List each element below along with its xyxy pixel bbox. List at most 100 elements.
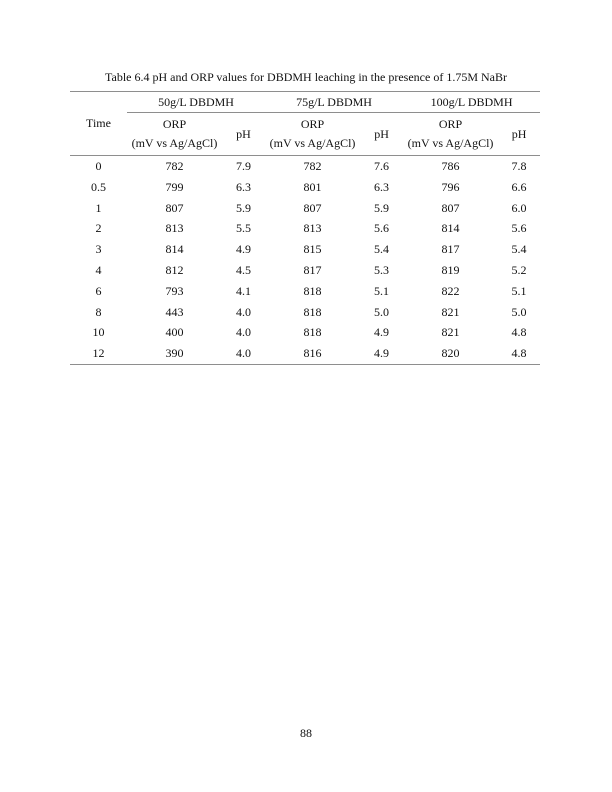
orp-100-cell: 819 — [441, 262, 460, 277]
orp-100-cell: 821 — [441, 304, 460, 319]
ph-100-cell: 6.0 — [511, 200, 527, 215]
orp-100-cell: 817 — [441, 242, 460, 257]
table-row: 4 812 4.5 817 5.3 819 5.2 — [70, 260, 540, 281]
orp-75-column-header: ORP (mV vs Ag/AgCl) — [265, 112, 361, 156]
ph-75-cell: 5.4 — [374, 242, 390, 257]
time-cell: 0 — [95, 159, 102, 173]
time-cell: 10 — [92, 325, 105, 340]
ph-100-cell: 5.0 — [511, 304, 527, 319]
ph-75-cell: 5.3 — [374, 262, 390, 277]
orp-75-cell: 818 — [303, 283, 322, 298]
table-row: 1 807 5.9 807 5.9 807 6.0 — [70, 198, 540, 219]
orp-100-cell: 821 — [441, 325, 460, 340]
sub-header-row: ORP (mV vs Ag/AgCl) pH ORP (mV vs Ag/AgC… — [70, 112, 541, 156]
orp-100-cell: 786 — [441, 159, 460, 173]
table-body: 0 782 7.9 782 7.6 786 7.8 0.5 799 6.3 801 6.3 796 6.6… — [70, 156, 541, 365]
orp-50-cell: 813 — [165, 221, 184, 236]
group-header-row: Time 50g/L DBDMH 75g/L DBDMH 100g/L DBDM… — [70, 91, 541, 156]
ph-75-cell: 6.3 — [374, 179, 390, 194]
table-row: 8 443 4.0 818 5.0 821 5.0 — [70, 302, 540, 323]
ph-75-cell: 5.1 — [374, 283, 390, 298]
table-row: 6 793 4.1 818 5.1 822 5.1 — [70, 281, 540, 302]
ph-100-cell: 7.8 — [511, 159, 527, 173]
orp-50-cell: 799 — [165, 179, 184, 194]
orp-header-label: ORP — [162, 117, 187, 131]
ph-50-cell: 4.0 — [236, 325, 251, 340]
table-row: 10 400 4.0 818 4.9 821 4.8 — [70, 322, 540, 343]
orp-75-cell: 818 — [303, 304, 322, 319]
orp-header-units: (mV vs Ag/AgCl) — [407, 136, 494, 150]
group-header-100gl: 100g/L DBDMH — [403, 91, 541, 113]
time-cell: 1 — [95, 200, 102, 215]
ph-100-cell: 5.1 — [511, 283, 527, 298]
ph-50-cell: 4.9 — [236, 242, 251, 257]
orp-75-cell: 816 — [265, 343, 361, 365]
ph-50-cell: 4.1 — [236, 283, 251, 298]
table-caption: Table 6.4 pH and ORP values for DBDMH le… — [105, 70, 507, 84]
orp-75-cell: 813 — [303, 221, 322, 236]
ph-75-cell: 4.9 — [360, 343, 404, 365]
group-header-75gl: 75g/L DBDMH — [265, 91, 404, 113]
time-cell: 8 — [95, 304, 102, 319]
orp-header-units: (mV vs Ag/AgCl) — [269, 136, 356, 150]
ph-75-cell: 5.6 — [374, 221, 390, 236]
orp-75-cell: 818 — [303, 325, 322, 340]
orp-100-cell: 796 — [441, 179, 460, 194]
ph-75-cell: 5.9 — [374, 200, 390, 215]
orp-100-cell: 822 — [441, 283, 460, 298]
ph-75-cell: 5.0 — [374, 304, 390, 319]
ph-50-column-header: pH — [222, 112, 266, 156]
orp-100-cell: 814 — [441, 221, 460, 236]
ph-50-cell: 5.5 — [236, 221, 251, 236]
orp-header-label: ORP — [300, 117, 325, 131]
time-column-header: Time — [70, 91, 127, 156]
ph-50-cell: 4.5 — [236, 262, 251, 277]
orp-100-column-header: ORP (mV vs Ag/AgCl) — [403, 112, 499, 156]
orp-75-cell: 815 — [303, 242, 322, 257]
ph-50-cell: 7.9 — [236, 159, 251, 173]
group-header-50gl: 50g/L DBDMH — [127, 91, 266, 113]
orp-75-cell: 801 — [303, 179, 322, 194]
orp-100-cell: 807 — [441, 200, 460, 215]
ph-50-cell: 5.9 — [236, 200, 251, 215]
orp-50-cell: 782 — [165, 159, 184, 173]
orp-50-cell: 443 — [165, 304, 184, 319]
ph-100-column-header: pH — [498, 112, 541, 156]
ph-100-cell: 4.8 — [498, 343, 541, 365]
table-row: 3 814 4.9 815 5.4 817 5.4 — [70, 239, 540, 260]
time-cell: 4 — [95, 262, 102, 277]
ph-100-cell: 5.2 — [511, 262, 527, 277]
time-cell: 0.5 — [91, 179, 106, 194]
orp-header-units: (mV vs Ag/AgCl) — [131, 136, 218, 150]
time-cell: 3 — [95, 242, 102, 257]
ph-100-cell: 5.4 — [511, 242, 527, 257]
orp-50-cell: 793 — [165, 283, 184, 298]
table-header: Time 50g/L DBDMH 75g/L DBDMH 100g/L DBDM… — [70, 91, 541, 156]
orp-50-cell: 812 — [165, 262, 184, 277]
orp-75-cell: 782 — [303, 159, 322, 173]
orp-75-cell: 817 — [303, 262, 322, 277]
table-row: 12 390 4.0 816 4.9 820 4.8 — [70, 343, 541, 365]
orp-50-cell: 814 — [165, 242, 184, 257]
table-row: 0 782 7.9 782 7.6 786 7.8 — [70, 156, 540, 177]
time-cell: 6 — [95, 283, 102, 298]
page-number: 88 — [300, 726, 312, 740]
orp-50-cell: 390 — [127, 343, 222, 365]
orp-100-cell: 820 — [403, 343, 499, 365]
time-cell: 2 — [95, 221, 102, 236]
orp-header-label: ORP — [438, 117, 463, 131]
orp-50-cell: 400 — [165, 325, 184, 340]
table-row: 2 813 5.5 813 5.6 814 5.6 — [70, 218, 540, 239]
ph-50-cell: 4.0 — [236, 304, 251, 319]
data-table: Time 50g/L DBDMH 75g/L DBDMH 100g/L DBDM… — [70, 91, 541, 365]
orp-50-column-header: ORP (mV vs Ag/AgCl) — [127, 112, 222, 156]
table-row: 0.5 799 6.3 801 6.3 796 6.6 — [70, 177, 540, 198]
orp-50-cell: 807 — [165, 200, 184, 215]
ph-50-cell: 6.3 — [236, 179, 251, 194]
ph-100-cell: 4.8 — [511, 325, 527, 340]
ph-100-cell: 5.6 — [511, 221, 527, 236]
time-cell: 12 — [70, 343, 127, 365]
ph-75-column-header: pH — [360, 112, 404, 156]
ph-75-cell: 7.6 — [374, 159, 390, 173]
